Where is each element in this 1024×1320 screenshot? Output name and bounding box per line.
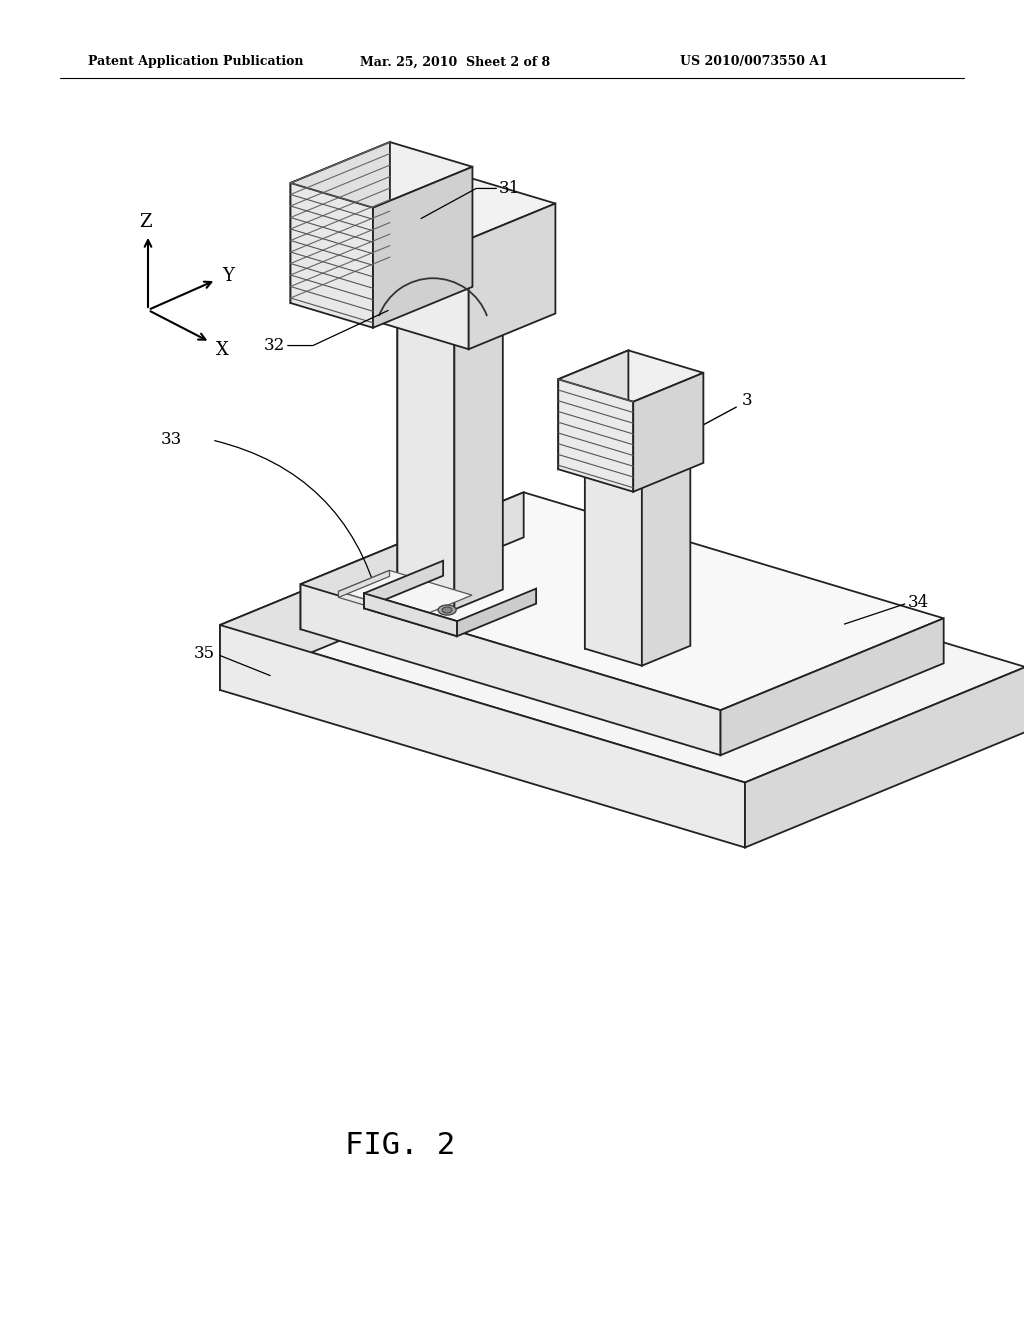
Text: Patent Application Publication: Patent Application Publication	[88, 55, 303, 69]
Ellipse shape	[442, 607, 453, 612]
Text: Y: Y	[222, 267, 233, 285]
Polygon shape	[585, 463, 642, 665]
Polygon shape	[220, 510, 1024, 783]
Polygon shape	[397, 313, 455, 610]
Text: US 2010/0073550 A1: US 2010/0073550 A1	[680, 55, 827, 69]
Polygon shape	[633, 372, 703, 492]
Polygon shape	[301, 492, 944, 710]
Polygon shape	[455, 309, 503, 610]
Polygon shape	[365, 593, 457, 636]
Polygon shape	[457, 589, 537, 636]
Text: 35: 35	[194, 645, 215, 663]
Polygon shape	[291, 143, 390, 304]
Text: Z: Z	[139, 213, 153, 231]
Polygon shape	[397, 293, 503, 330]
Polygon shape	[365, 593, 457, 636]
Polygon shape	[364, 172, 555, 239]
Polygon shape	[291, 183, 373, 327]
Polygon shape	[220, 624, 745, 847]
Text: 33: 33	[161, 432, 182, 449]
Text: FIG. 2: FIG. 2	[345, 1130, 455, 1159]
Polygon shape	[373, 166, 472, 327]
Text: 3: 3	[741, 392, 753, 409]
Ellipse shape	[438, 605, 456, 615]
Polygon shape	[558, 350, 629, 469]
Text: 31: 31	[500, 180, 520, 197]
Polygon shape	[721, 618, 944, 755]
Polygon shape	[291, 143, 472, 207]
Polygon shape	[745, 667, 1024, 847]
Polygon shape	[339, 570, 389, 598]
Polygon shape	[558, 350, 703, 401]
Polygon shape	[585, 444, 633, 648]
Polygon shape	[397, 293, 445, 593]
Polygon shape	[220, 510, 501, 690]
Polygon shape	[339, 570, 472, 616]
Text: 34: 34	[907, 594, 929, 611]
Polygon shape	[301, 585, 721, 755]
Text: 32: 32	[264, 337, 285, 354]
Text: Mar. 25, 2010  Sheet 2 of 8: Mar. 25, 2010 Sheet 2 of 8	[360, 55, 550, 69]
Polygon shape	[364, 207, 469, 350]
Polygon shape	[585, 444, 690, 480]
Polygon shape	[469, 203, 555, 350]
Polygon shape	[558, 379, 633, 492]
Polygon shape	[642, 461, 690, 665]
Polygon shape	[397, 293, 445, 593]
Polygon shape	[339, 591, 421, 622]
Polygon shape	[301, 492, 523, 630]
Text: X: X	[216, 341, 228, 359]
Polygon shape	[365, 561, 443, 609]
Polygon shape	[364, 172, 451, 318]
